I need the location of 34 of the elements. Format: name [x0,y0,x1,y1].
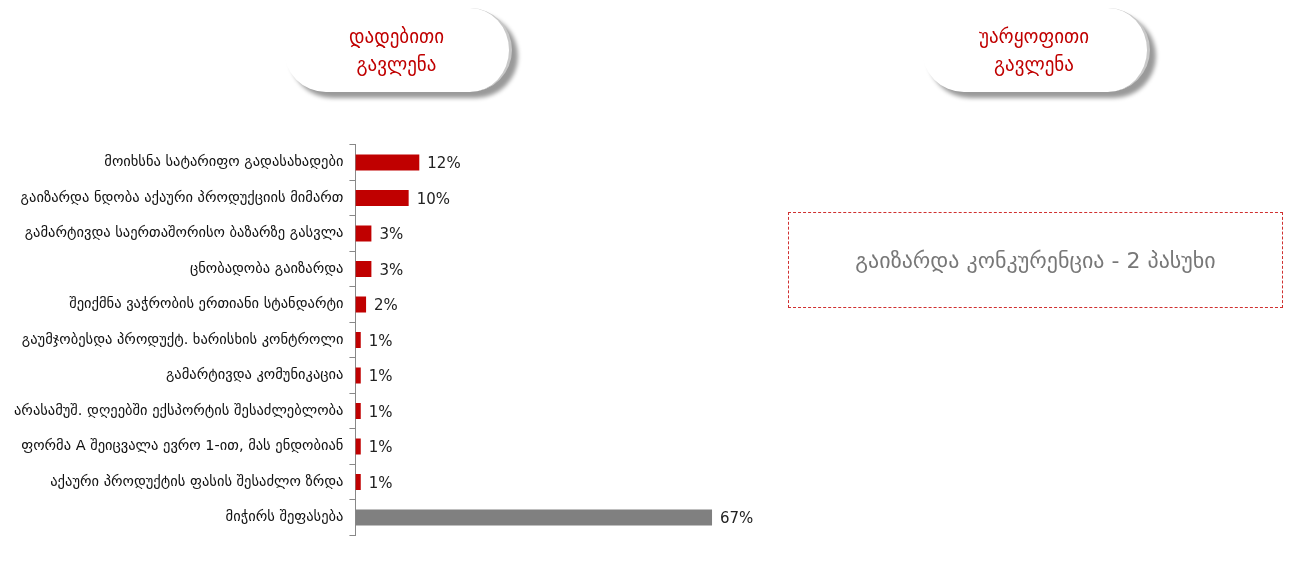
data-label: 3% [379,260,404,279]
text: გაიზარდა კონკურენცია - 2 პასუხი [788,212,1283,308]
data-label: 67% [720,509,754,528]
data-label: 2% [374,296,398,315]
data-label: 12% [427,154,461,173]
bar [355,189,409,206]
y-tick-label: გაუმჯობესდა პროდუქტ. ხარისხის კონტროლი [21,330,344,347]
y-tick-label: ფორმა A შეიცვალა ევრო 1-ით, მას ენდობიან [21,437,344,454]
bar [355,332,361,348]
bar [355,260,372,277]
bar [355,509,713,526]
y-tick-label: აქაური პროდუქტის ფასის შესაძლო ზრდა [50,472,344,489]
data-label: 1% [368,331,393,350]
y-tick-label: ცნობადობა გაიზარდა [189,259,344,276]
y-tick-label: გამარტივდა საერთაშორისო ბაზარზე გასვლა [24,224,344,241]
y-tick-label: არასამუშ. დღეებში ექსპორტის შესაძლებლობა [13,401,344,418]
y-tick-label: გაიზარდა ნდობა აქაური პროდუქციის მიმართ [20,188,344,205]
data-label: 10% [416,189,450,208]
y-tick-label: გამარტივდა კომუნიკაცია [165,366,344,383]
bar [355,154,420,171]
data-label: 1% [368,473,393,492]
chart-title: დადებითი გავლენა [284,8,512,92]
bar [355,403,361,420]
bar [355,438,361,455]
y-tick-label: მიჭირს შეფასება [225,508,344,525]
data-label: 3% [379,225,404,244]
y-tick-label: შეიქმნა ვაჭრობის ერთიანი სტანდარტი [69,295,344,312]
y-tick-label: მოიხსნა სატარიფო გადასახადები [104,153,344,170]
bar [355,225,372,242]
data-label: 1% [368,367,393,386]
data-label: 1% [368,402,393,421]
data-label: 1% [368,438,393,457]
text: უარყოფითი გავლენა [921,8,1150,92]
bar [355,474,361,491]
